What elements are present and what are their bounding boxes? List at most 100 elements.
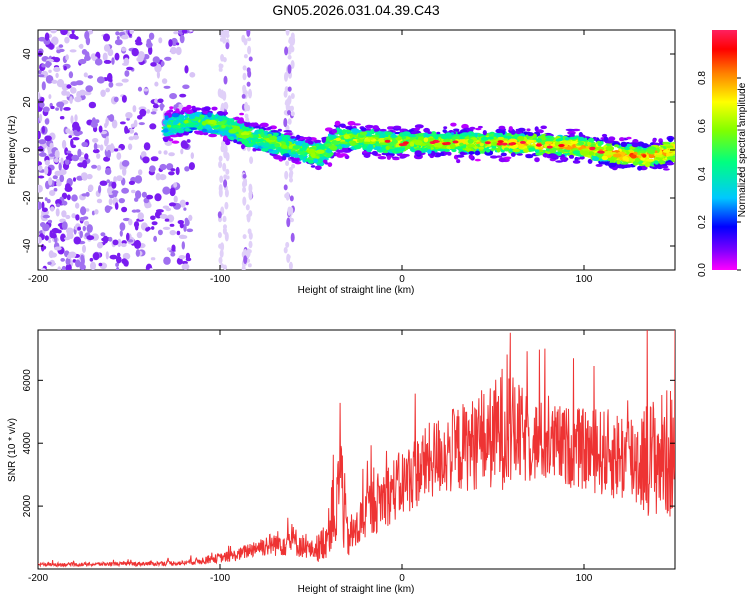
noise-blob bbox=[55, 203, 61, 208]
snr-y-label: SNR (10 * v/v) bbox=[7, 418, 18, 482]
noise-blob bbox=[151, 108, 158, 112]
noise-blob bbox=[218, 161, 223, 169]
noise-blob bbox=[40, 243, 45, 252]
noise-blob bbox=[246, 104, 251, 112]
noise-blob bbox=[223, 144, 228, 154]
spectrogram-ridge bbox=[161, 104, 675, 171]
ridge-cell bbox=[572, 160, 581, 164]
noise-blob bbox=[224, 102, 229, 110]
noise-blob bbox=[168, 171, 175, 176]
noise-blob bbox=[75, 80, 84, 86]
ridge-cell bbox=[443, 126, 448, 130]
ridge-cell bbox=[362, 144, 367, 150]
noise-blob bbox=[287, 64, 292, 74]
noise-blob bbox=[244, 251, 248, 257]
ridge-cell bbox=[564, 140, 573, 145]
ridge-cell bbox=[608, 162, 617, 168]
ridge-cell bbox=[386, 155, 394, 158]
noise-blob bbox=[288, 36, 293, 45]
ridge-cell bbox=[409, 141, 415, 147]
noise-blob bbox=[286, 217, 291, 228]
ridge-cell bbox=[393, 147, 402, 152]
noise-blob bbox=[113, 176, 117, 184]
ridge-cell bbox=[327, 162, 333, 168]
ridge-cell bbox=[379, 128, 387, 132]
noise-blob bbox=[243, 54, 248, 59]
noise-blob bbox=[283, 247, 288, 254]
y-tick-label: 40 bbox=[22, 48, 33, 60]
ridge-cell bbox=[289, 156, 294, 160]
ridge-cell bbox=[619, 137, 625, 142]
ridge-cell bbox=[258, 128, 265, 133]
ridge-cell bbox=[569, 132, 575, 138]
noise-blob bbox=[88, 101, 97, 109]
ridge-cell bbox=[363, 141, 371, 144]
ridge-cell bbox=[171, 140, 180, 144]
noise-blob bbox=[163, 150, 168, 155]
ridge-cell bbox=[480, 136, 489, 141]
noise-blob bbox=[68, 251, 77, 258]
noise-blob bbox=[246, 67, 251, 73]
noise-blob bbox=[38, 139, 47, 145]
noise-blob bbox=[116, 256, 122, 264]
ridge-cell bbox=[259, 122, 269, 128]
noise-blob bbox=[136, 231, 143, 239]
noise-blob bbox=[242, 72, 247, 81]
noise-blob bbox=[161, 78, 168, 84]
noise-blob bbox=[149, 165, 156, 173]
ridge-peak bbox=[433, 140, 440, 143]
snr-y-ticks: 2000 4000 6000 bbox=[22, 369, 675, 517]
ridge-cell bbox=[204, 124, 212, 130]
noise-blob bbox=[285, 241, 290, 248]
ridge-cell bbox=[572, 150, 581, 155]
noise-blob bbox=[65, 155, 71, 160]
noise-blob bbox=[44, 159, 51, 166]
noise-blob bbox=[137, 86, 143, 92]
noise-blob bbox=[79, 217, 85, 222]
noise-blob bbox=[103, 33, 110, 42]
noise-blob bbox=[44, 118, 50, 125]
noise-blob bbox=[225, 168, 230, 175]
noise-blob bbox=[223, 179, 228, 188]
noise-blob bbox=[219, 94, 224, 99]
noise-blob bbox=[159, 103, 165, 109]
ridge-cell bbox=[244, 124, 250, 127]
noise-blob bbox=[45, 60, 51, 68]
ridge-cell bbox=[341, 129, 347, 135]
ridge-cell bbox=[603, 136, 609, 142]
noise-blob bbox=[70, 144, 77, 149]
noise-blob bbox=[56, 79, 65, 88]
noise-blob bbox=[153, 235, 158, 242]
noise-blob bbox=[56, 101, 65, 108]
noise-blob bbox=[82, 244, 86, 253]
noise-blob bbox=[283, 184, 288, 191]
noise-blob bbox=[286, 254, 291, 259]
y-tick-label: 2000 bbox=[22, 495, 33, 518]
noise-blob bbox=[108, 114, 115, 122]
noise-blob bbox=[113, 96, 119, 103]
noise-blob bbox=[146, 109, 151, 114]
noise-blob bbox=[176, 230, 181, 236]
ridge-cell bbox=[191, 105, 196, 110]
noise-blob bbox=[128, 180, 135, 185]
ridge-cell bbox=[654, 154, 663, 158]
ridge-cell bbox=[267, 126, 273, 130]
noise-blob bbox=[116, 175, 123, 182]
x-tick-label: -100 bbox=[210, 274, 230, 285]
noise-blob bbox=[47, 219, 53, 224]
noise-blob bbox=[120, 34, 129, 40]
ridge-cell bbox=[517, 135, 525, 141]
ridge-cell bbox=[208, 133, 218, 138]
noise-blob bbox=[242, 174, 247, 179]
noise-blob bbox=[247, 249, 252, 254]
ridge-cell bbox=[289, 136, 296, 139]
ridge-peak bbox=[402, 141, 409, 145]
noise-blob bbox=[71, 194, 78, 202]
noise-blob bbox=[80, 254, 85, 261]
ridge-cell bbox=[276, 136, 283, 141]
ridge-cell bbox=[315, 165, 322, 171]
ridge-cell bbox=[555, 160, 564, 163]
noise-blob bbox=[289, 195, 294, 202]
ridge-cell bbox=[416, 133, 424, 137]
noise-blob bbox=[102, 52, 108, 61]
